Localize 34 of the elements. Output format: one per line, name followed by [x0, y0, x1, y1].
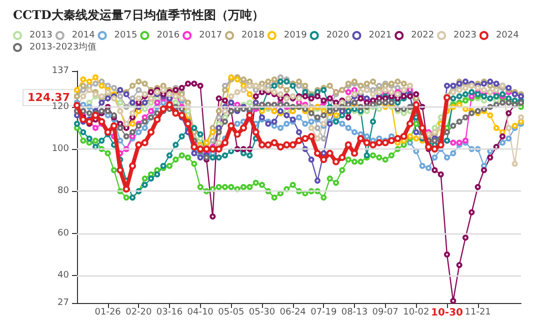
x-tick-label: 05-30: [248, 308, 276, 318]
x-tick-label: 02-20: [126, 308, 152, 318]
x-tick-label: 05-05: [218, 308, 244, 318]
x-tick-label: 10-30: [431, 308, 464, 318]
legend-label: 2019: [284, 30, 308, 40]
y-tick-label: 40: [58, 270, 70, 281]
y-tick-label: 80: [58, 186, 70, 196]
x-tick-label: 08-13: [341, 308, 368, 318]
legend-label: 2018: [242, 30, 265, 40]
y-tick-label: 100: [52, 144, 70, 154]
x-tick-label: 01-26: [94, 308, 122, 318]
y-tick-label: 60: [58, 228, 70, 238]
y-tick-label: 120: [52, 102, 70, 112]
legend-label: 2015: [114, 30, 138, 40]
x-tick-label: 11-21: [464, 308, 491, 318]
legend-label: 2023: [454, 30, 476, 40]
y-tick-label: 27: [58, 298, 69, 308]
legend-label: 2022: [411, 30, 434, 40]
x-tick-label: 06-24: [280, 308, 306, 318]
legend-label: 2020: [326, 30, 350, 40]
legend-label: 2013-2023均值: [30, 42, 97, 52]
y-tick-label: 137: [52, 66, 69, 76]
legend-label: 2016: [156, 30, 180, 40]
x-tick-label: 03-16: [156, 308, 183, 318]
x-tick-label: 04-10: [187, 308, 214, 318]
x-tick-label: 07-19: [310, 308, 338, 318]
legend-label: 2021: [368, 30, 392, 40]
legend-label: 2014: [72, 30, 96, 40]
chart-title: CCTD大秦线发运量7日均值季节性图（万吨）: [13, 8, 264, 22]
legend-label: 2013: [30, 30, 52, 40]
x-tick-label: 09-07: [372, 308, 398, 318]
legend-label: 2024: [496, 30, 520, 40]
x-tick-label: 10-02: [403, 308, 430, 318]
legend-label: 2017: [199, 30, 222, 40]
